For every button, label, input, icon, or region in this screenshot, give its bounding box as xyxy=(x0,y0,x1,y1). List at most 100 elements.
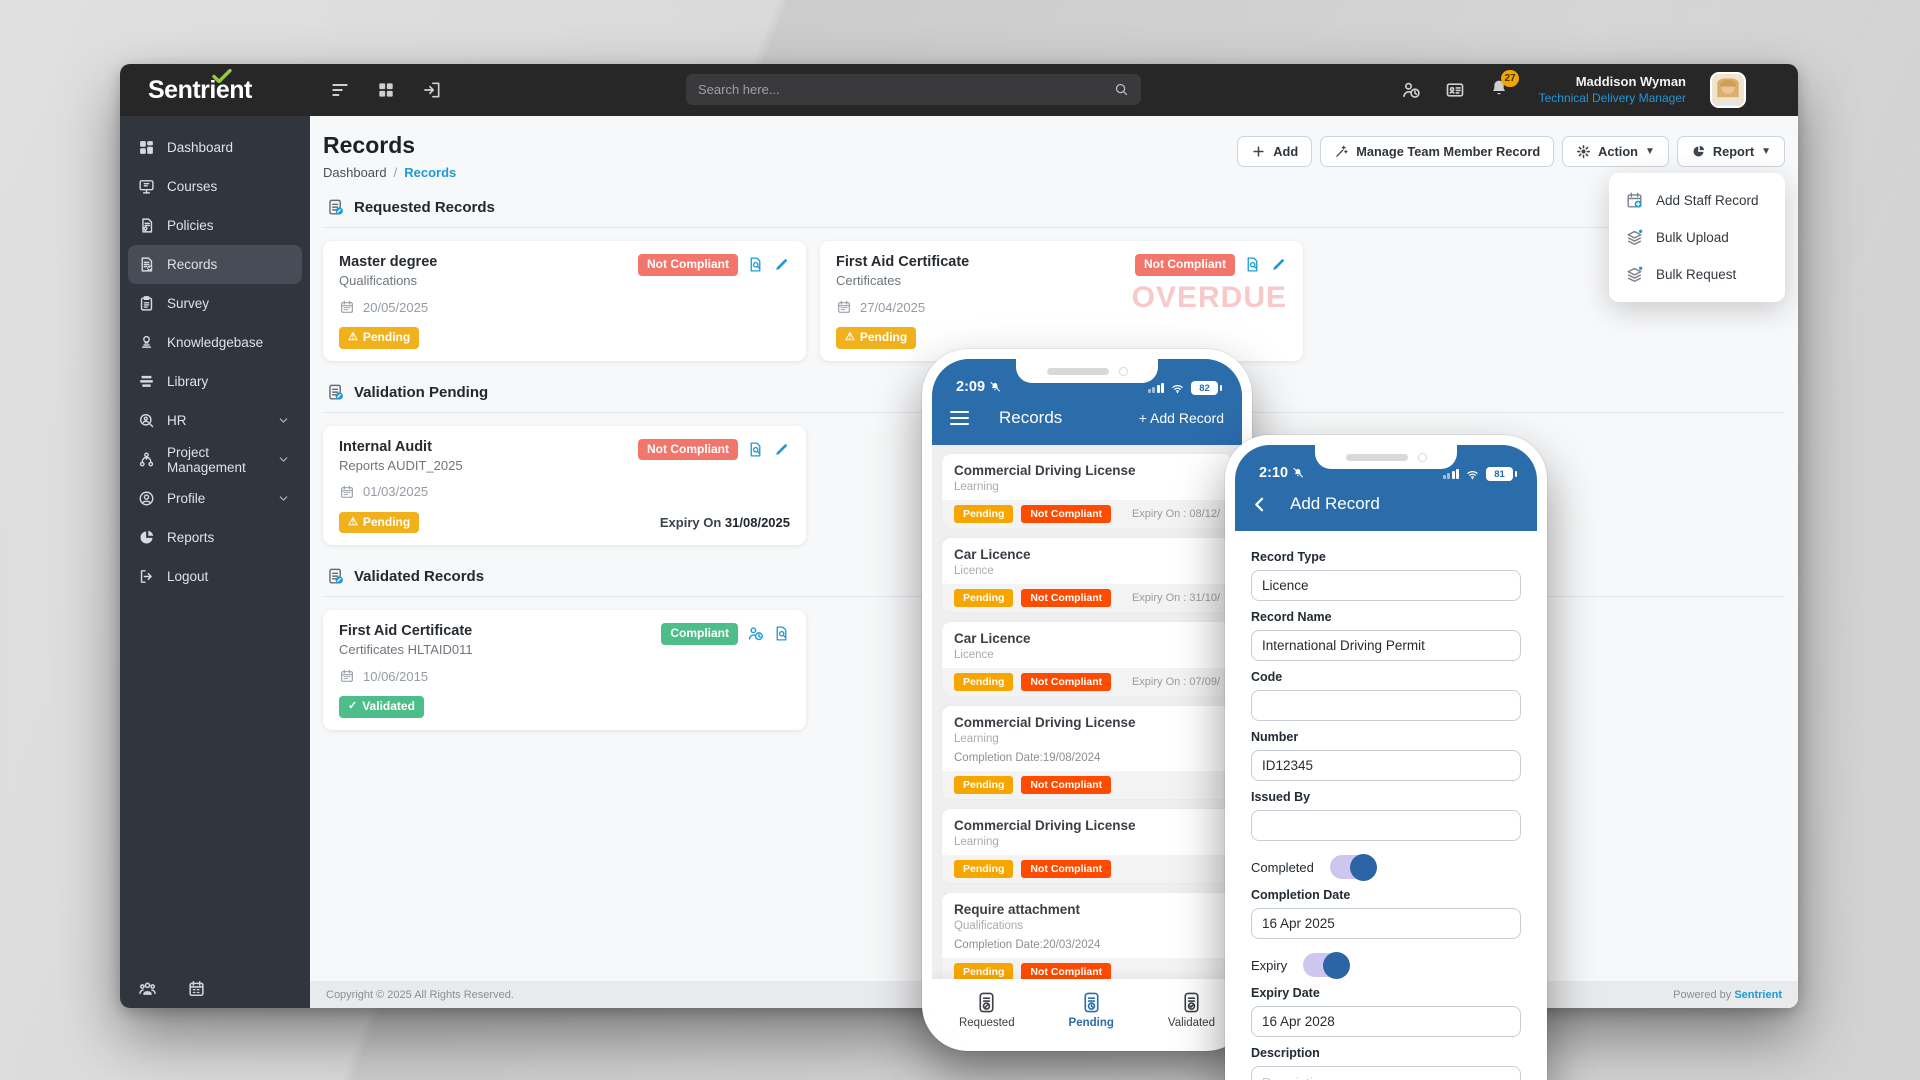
add-button[interactable]: Add xyxy=(1237,136,1313,167)
phone-record-expiry: Expiry On : 31/10/ xyxy=(1131,592,1220,604)
phone-record-card[interactable]: Commercial Driving License Learning Pend… xyxy=(941,453,1233,529)
grid-apps-icon[interactable] xyxy=(376,80,396,100)
group-icon[interactable] xyxy=(138,979,157,998)
phone-record-card[interactable]: Commercial Driving License Learning Comp… xyxy=(941,705,1233,800)
user-clock-icon[interactable] xyxy=(747,625,764,642)
breadcrumb-current[interactable]: Records xyxy=(404,165,457,180)
sidebar-item-profile[interactable]: Profile xyxy=(128,479,302,518)
completed-toggle[interactable] xyxy=(1329,853,1377,881)
sidebar-item-reports[interactable]: Reports xyxy=(128,518,302,557)
avatar[interactable] xyxy=(1710,72,1746,108)
button-label: Manage Team Member Record xyxy=(1356,144,1541,159)
menu-item-bulk-upload[interactable]: Bulk Upload xyxy=(1609,219,1785,256)
id-card-icon[interactable] xyxy=(1445,80,1465,100)
notifications[interactable]: 27 xyxy=(1489,69,1519,103)
pending-badge: Pending xyxy=(954,673,1014,691)
add-record-link[interactable]: + Add Record xyxy=(1138,410,1224,426)
sidebar-item-label: Project Management xyxy=(167,444,246,475)
button-label: Action xyxy=(1598,144,1638,159)
powered-brand[interactable]: Sentrient xyxy=(1734,988,1782,1001)
phone-records-list: 2:09 82 Records + Add Record Commercial … xyxy=(922,349,1252,1051)
record-card[interactable]: Master degree Qualifications Not Complia… xyxy=(323,241,806,361)
phone-record-card[interactable]: Car Licence Licence Pending Not Complian… xyxy=(941,537,1233,613)
search-input[interactable] xyxy=(698,82,1114,97)
record-card[interactable]: First Aid Certificate Certificates Not C… xyxy=(820,241,1303,361)
phone-record-card[interactable]: Commercial Driving License Learning Pend… xyxy=(941,808,1233,884)
action-button[interactable]: Action ▼ xyxy=(1562,136,1669,167)
tab-pending[interactable]: Pending xyxy=(1069,991,1114,1029)
completion-date-input[interactable] xyxy=(1251,908,1521,939)
file-search-icon[interactable] xyxy=(1244,256,1261,273)
phone1-time: 2:09 xyxy=(956,379,986,395)
compliance-badge: Not Compliant xyxy=(1135,254,1235,276)
section-validated-records: Validated Records First Aid Certificate … xyxy=(310,555,1798,730)
report-button[interactable]: Report ▼ xyxy=(1676,136,1785,167)
menu-item-bulk-request[interactable]: Bulk Request xyxy=(1609,256,1785,293)
issued-by-input[interactable] xyxy=(1251,810,1521,841)
record-card[interactable]: First Aid Certificate Certificates HLTAI… xyxy=(323,610,806,730)
hr-icon xyxy=(138,412,155,429)
file-search-icon[interactable] xyxy=(747,441,764,458)
sidebar-item-knowledgebase[interactable]: Knowledgebase xyxy=(128,323,302,362)
logo-check-icon xyxy=(212,68,232,83)
sidebar-item-label: Policies xyxy=(167,218,214,233)
hamburger-menu-icon[interactable] xyxy=(950,410,969,426)
menu-item-add-staff-record[interactable]: Add Staff Record xyxy=(1609,182,1785,219)
pencil-icon[interactable] xyxy=(773,441,790,458)
tab-label: Pending xyxy=(1068,1017,1114,1029)
expiry-toggle[interactable] xyxy=(1303,951,1351,979)
filter-lines-icon[interactable] xyxy=(330,80,350,100)
record-type-label: Record Type xyxy=(1251,550,1326,564)
record-date: 01/03/2025 xyxy=(363,484,429,500)
code-input[interactable] xyxy=(1251,690,1521,721)
record-name-input[interactable] xyxy=(1251,630,1521,661)
sidebar-item-library[interactable]: Library xyxy=(128,362,302,401)
record-title: Internal Audit xyxy=(339,438,432,455)
powered-prefix: Powered by xyxy=(1673,988,1732,1001)
sidebar-item-survey[interactable]: Survey xyxy=(128,284,302,323)
tab-validated[interactable]: Validated xyxy=(1168,991,1215,1029)
sidebar-item-hr[interactable]: HR xyxy=(128,401,302,440)
number-label: Number xyxy=(1251,730,1299,744)
sidebar: Dashboard Courses Policies Records Surve… xyxy=(120,116,310,1008)
phone-record-card[interactable]: Require attachment Qualifications Comple… xyxy=(941,892,1233,979)
policies-icon xyxy=(138,217,155,234)
search-icon[interactable] xyxy=(1114,82,1129,97)
user-clock-icon[interactable] xyxy=(1401,80,1421,100)
sidebar-item-project-management[interactable]: Project Management xyxy=(128,440,302,479)
bulk-icon xyxy=(1625,228,1644,247)
expiry-label: Expiry xyxy=(1251,957,1288,973)
calendar-bottom-icon[interactable] xyxy=(187,979,206,998)
number-input[interactable] xyxy=(1251,750,1521,781)
record-type-input[interactable] xyxy=(1251,570,1521,601)
manage-team-member-record-button[interactable]: Manage Team Member Record xyxy=(1320,136,1555,167)
description-label: Description xyxy=(1251,1046,1320,1060)
record-card[interactable]: Internal Audit Reports AUDIT_2025 Not Co… xyxy=(323,425,806,546)
phone-record-card[interactable]: Car Licence Licence Pending Not Complian… xyxy=(941,621,1233,697)
breadcrumb-parent[interactable]: Dashboard xyxy=(323,165,387,180)
tab-label: Requested xyxy=(958,1017,1015,1029)
section-title: Validation Pending xyxy=(354,383,489,401)
pending-badge: Pending xyxy=(954,860,1014,878)
user-role: Technical Delivery Manager xyxy=(1538,90,1686,105)
expiry-date-input[interactable] xyxy=(1251,1006,1521,1037)
user-chevron-down-icon[interactable] xyxy=(1770,83,1784,97)
sidebar-item-logout[interactable]: Logout xyxy=(128,557,302,596)
sign-in-icon[interactable] xyxy=(422,80,442,100)
back-chevron-icon[interactable] xyxy=(1251,496,1268,513)
topbar: Sentrient 27 Maddison Wyman Technical De… xyxy=(120,64,1798,116)
file-search-icon[interactable] xyxy=(747,256,764,273)
phone2-status-bar: 2:10 81 xyxy=(1235,445,1537,485)
pencil-icon[interactable] xyxy=(1270,256,1287,273)
tab-requested[interactable]: Requested xyxy=(959,991,1015,1029)
phone-record-title: Commercial Driving License xyxy=(954,463,1136,478)
sidebar-item-courses[interactable]: Courses xyxy=(128,167,302,206)
file-search-icon[interactable] xyxy=(773,625,790,642)
section-doc-icon xyxy=(326,383,345,402)
sidebar-item-records[interactable]: Records xyxy=(128,245,302,284)
pencil-icon[interactable] xyxy=(773,256,790,273)
sidebar-item-policies[interactable]: Policies xyxy=(128,206,302,245)
bell-slash-icon xyxy=(989,381,1001,393)
sidebar-item-dashboard[interactable]: Dashboard xyxy=(128,128,302,167)
description-textarea[interactable] xyxy=(1251,1066,1521,1080)
